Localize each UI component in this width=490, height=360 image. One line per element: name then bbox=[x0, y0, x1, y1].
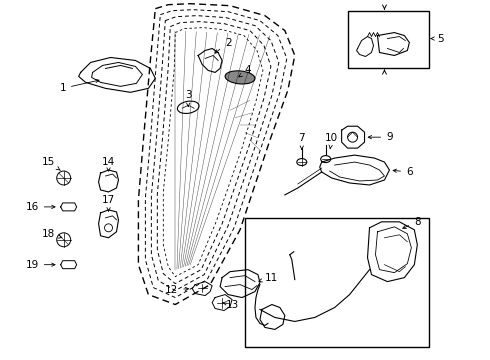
Text: 3: 3 bbox=[185, 90, 192, 107]
Text: 1: 1 bbox=[59, 79, 99, 93]
Ellipse shape bbox=[225, 71, 255, 84]
Text: 2: 2 bbox=[215, 37, 231, 53]
Text: 11: 11 bbox=[259, 273, 278, 283]
Bar bbox=[245, 218, 429, 347]
Text: 18: 18 bbox=[42, 229, 62, 239]
Text: 13: 13 bbox=[222, 300, 239, 310]
Text: 8: 8 bbox=[403, 217, 420, 229]
Bar bbox=[347, 11, 429, 68]
Text: 16: 16 bbox=[25, 202, 55, 212]
Text: 6: 6 bbox=[393, 167, 413, 177]
Text: 15: 15 bbox=[42, 157, 60, 170]
Text: 12: 12 bbox=[165, 284, 189, 294]
Text: 14: 14 bbox=[102, 157, 115, 171]
Text: 4: 4 bbox=[239, 66, 251, 77]
Text: 7: 7 bbox=[298, 133, 305, 149]
Text: 5: 5 bbox=[431, 33, 444, 44]
Text: 10: 10 bbox=[325, 133, 338, 149]
Text: 17: 17 bbox=[102, 195, 115, 211]
Text: 19: 19 bbox=[25, 260, 55, 270]
Text: 9: 9 bbox=[368, 132, 393, 142]
